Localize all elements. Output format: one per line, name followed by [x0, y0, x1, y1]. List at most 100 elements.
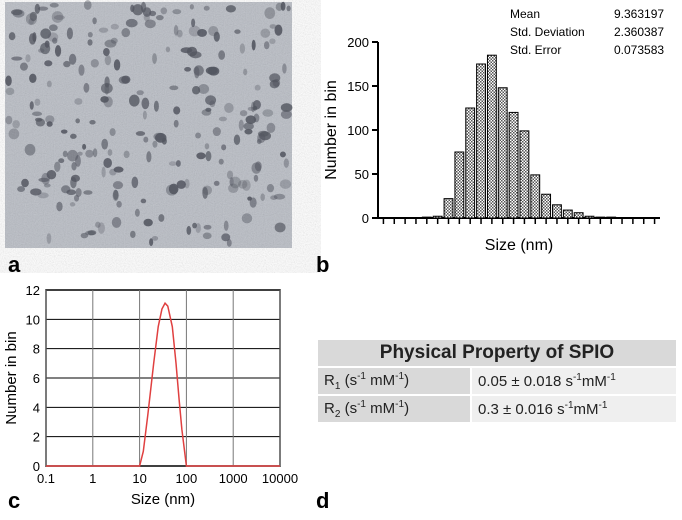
- particle: [247, 106, 255, 111]
- particle: [107, 149, 113, 156]
- particle: [158, 214, 165, 222]
- y-tick-label: 8: [33, 342, 40, 357]
- particle: [151, 235, 159, 241]
- x-tick-label: 100: [176, 471, 198, 486]
- particle: [136, 90, 144, 96]
- particle: [254, 161, 262, 172]
- particle: [77, 151, 83, 156]
- particle: [46, 233, 52, 244]
- bar: [573, 212, 584, 219]
- particle: [89, 120, 96, 125]
- particle: [83, 190, 93, 195]
- particle: [5, 75, 12, 87]
- particle: [116, 200, 122, 208]
- text-segment: -1: [357, 398, 366, 410]
- particle: [68, 53, 77, 65]
- bar: [541, 193, 552, 219]
- particle: [35, 118, 46, 127]
- particle: [228, 183, 239, 193]
- particle: [270, 195, 278, 200]
- particle: [229, 176, 234, 187]
- particle: [101, 138, 109, 150]
- particle: [40, 28, 52, 39]
- particle: [30, 188, 42, 196]
- particle: [257, 130, 269, 137]
- stat-value: 9.363197: [614, 7, 664, 21]
- y-tick-label: 200: [347, 35, 369, 50]
- row-label: R1 (s-1 mM-1): [318, 367, 472, 396]
- particle: [78, 64, 85, 76]
- particle: [221, 144, 227, 151]
- text-segment: mM: [573, 401, 599, 418]
- text-segment: -1: [572, 372, 582, 383]
- particle: [75, 188, 82, 197]
- bar: [497, 87, 508, 219]
- particle: [242, 179, 251, 191]
- particle: [282, 63, 287, 74]
- row-value: 0.05 ± 0.018 s-1mM-1: [471, 367, 676, 396]
- particle: [112, 181, 124, 190]
- particle: [275, 2, 284, 12]
- particle: [175, 160, 181, 167]
- particle: [34, 98, 41, 106]
- particle: [218, 116, 227, 122]
- particle: [87, 39, 93, 46]
- panel-label: d: [316, 488, 329, 513]
- particle: [198, 84, 210, 94]
- bar: [606, 216, 617, 219]
- particle: [63, 60, 71, 68]
- y-axis-label: Number in bin: [3, 331, 20, 424]
- particle: [41, 172, 51, 185]
- particle: [283, 158, 289, 168]
- particle: [266, 122, 276, 133]
- particle: [21, 178, 29, 188]
- particle: [74, 194, 80, 202]
- text-segment: (s: [340, 371, 358, 389]
- text-segment: -1: [357, 370, 366, 382]
- particle: [213, 180, 220, 186]
- particle: [131, 176, 139, 189]
- particle: [121, 28, 131, 38]
- particle: [247, 196, 252, 201]
- row-value: 0.3 ± 0.016 s-1mM-1: [471, 395, 676, 422]
- data-line: [46, 301, 280, 467]
- particle: [226, 170, 234, 180]
- particle: [224, 102, 234, 113]
- particle: [173, 25, 179, 36]
- particle: [196, 152, 206, 160]
- particle: [186, 225, 192, 235]
- particle: [269, 79, 280, 89]
- particle: [189, 51, 202, 59]
- particle: [252, 105, 258, 111]
- particle: [109, 168, 117, 176]
- particle: [253, 174, 259, 182]
- particle: [195, 223, 201, 234]
- particle: [176, 29, 183, 38]
- particle: [193, 65, 204, 76]
- particle: [103, 47, 110, 57]
- particle: [260, 28, 271, 38]
- particle: [226, 239, 232, 247]
- particle: [225, 5, 236, 13]
- particle: [149, 238, 154, 246]
- text-segment: -1: [598, 400, 608, 411]
- particle: [155, 14, 164, 21]
- particle: [251, 162, 262, 174]
- particle: [234, 29, 241, 34]
- particle: [141, 97, 150, 110]
- particle: [44, 60, 53, 67]
- particle: [233, 134, 241, 145]
- particle: [202, 232, 212, 240]
- particle: [280, 110, 292, 119]
- particle: [143, 136, 149, 143]
- particle: [85, 230, 96, 236]
- particle: [197, 28, 207, 37]
- particle: [111, 216, 122, 228]
- particle: [101, 166, 106, 178]
- particle: [47, 32, 59, 42]
- particle: [5, 115, 13, 125]
- particle: [269, 73, 281, 83]
- particle: [75, 118, 80, 124]
